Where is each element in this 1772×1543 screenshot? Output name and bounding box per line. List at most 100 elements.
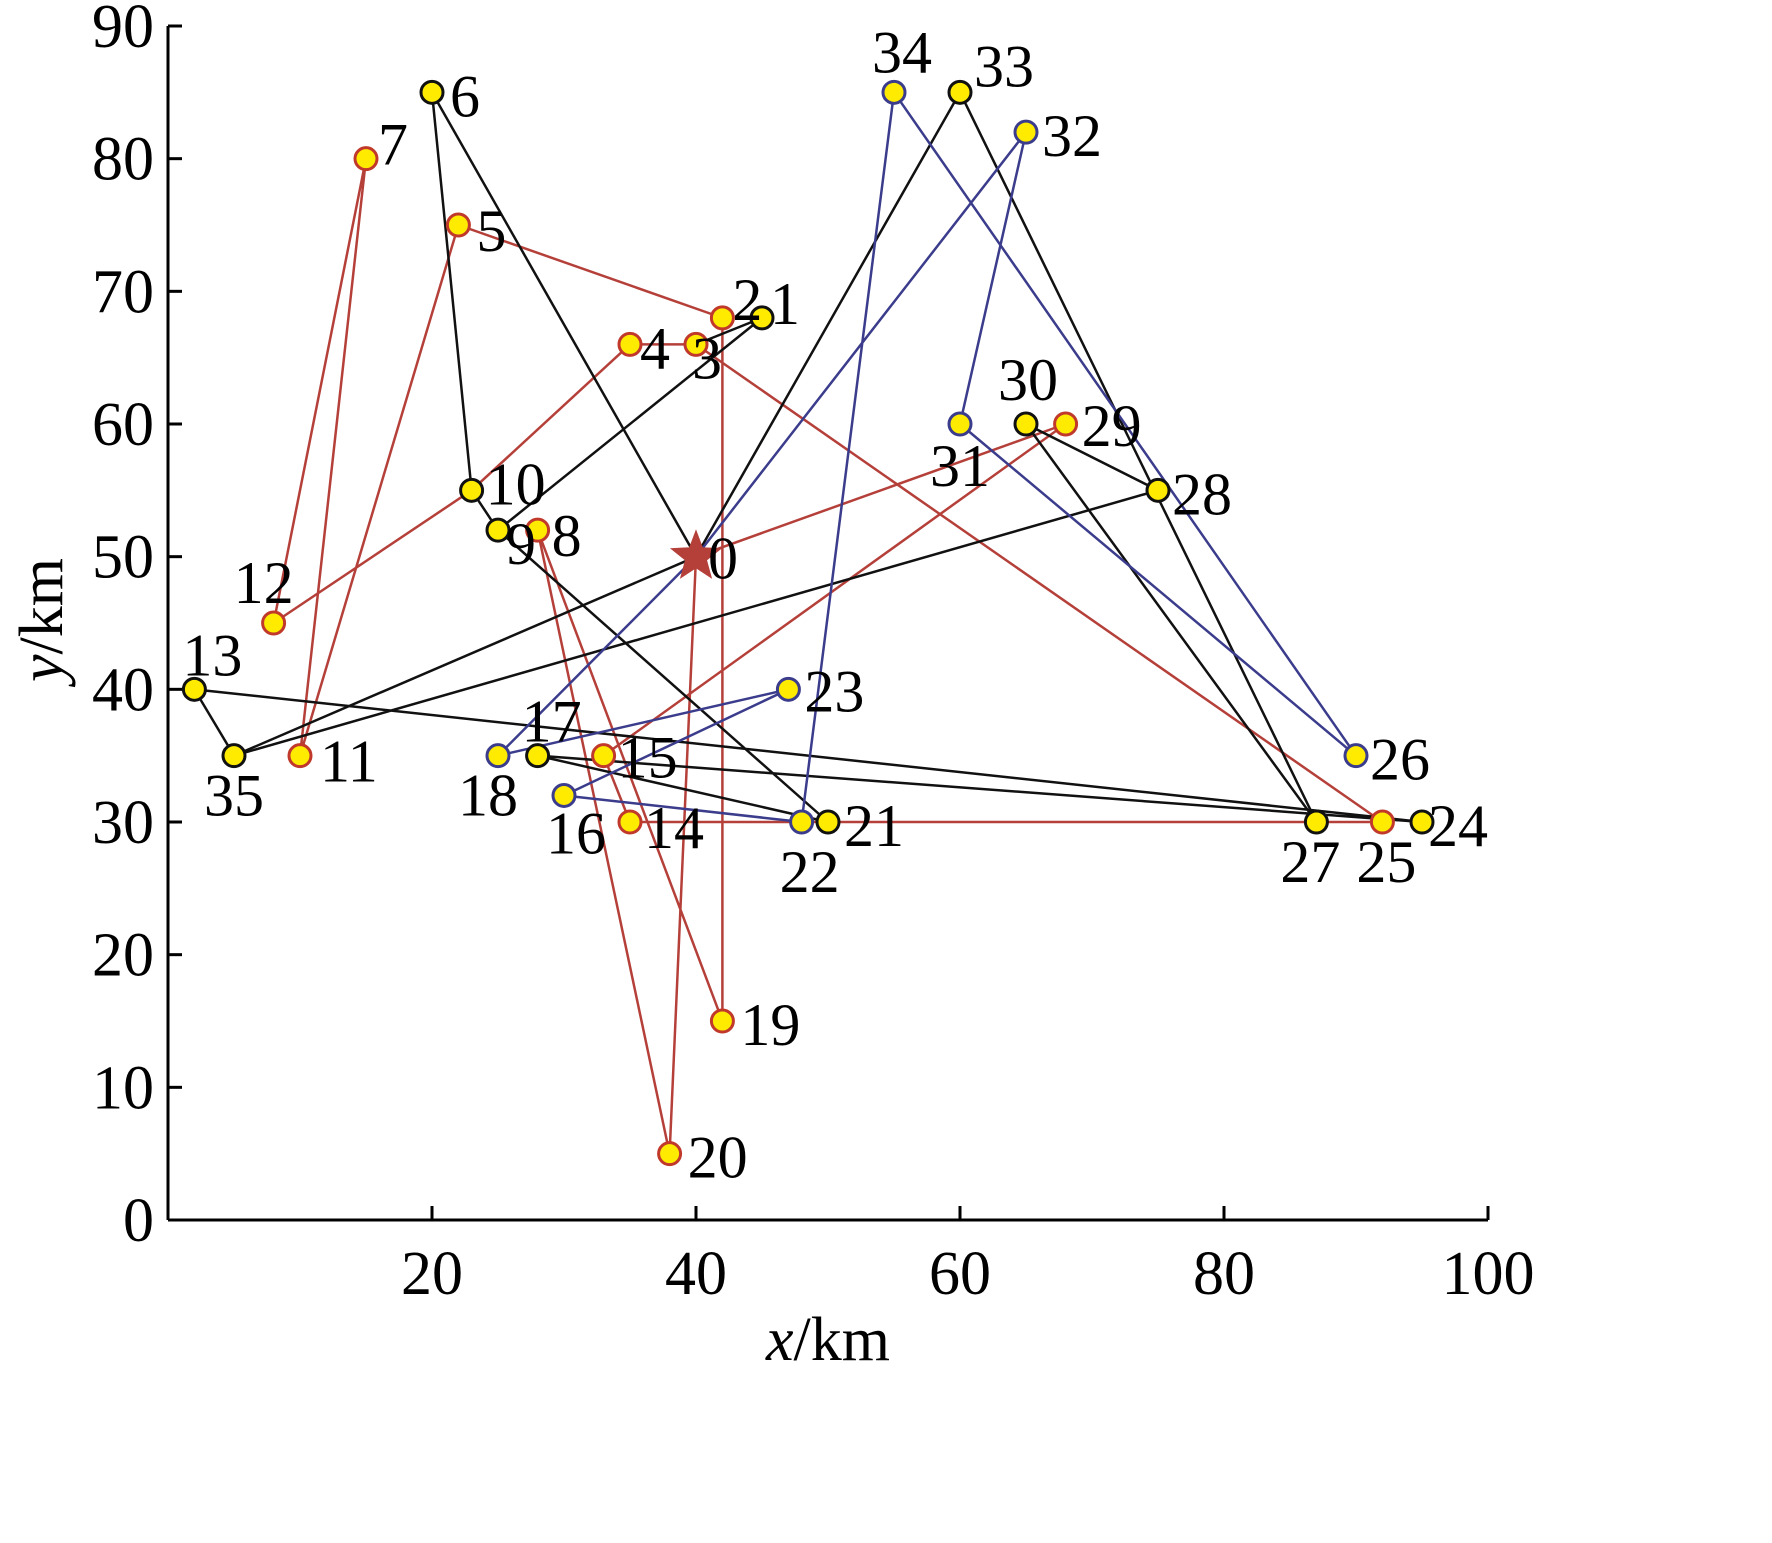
- y-tick-label: 30: [92, 789, 154, 857]
- node-label: 14: [644, 795, 704, 861]
- node-label: 7: [378, 112, 408, 178]
- node-label: 5: [476, 198, 506, 264]
- node-label: 9: [506, 511, 536, 577]
- node-marker: [287, 743, 313, 769]
- node-marker: [1013, 119, 1039, 145]
- node-marker: [1303, 809, 1329, 835]
- node-label: 15: [618, 725, 678, 791]
- node-label: 21: [844, 793, 904, 859]
- node-marker: [525, 743, 551, 769]
- x-tick-label: 80: [1193, 1240, 1255, 1308]
- node-label: 19: [740, 992, 800, 1058]
- node-label: 26: [1370, 727, 1430, 793]
- y-tick-label: 0: [123, 1187, 154, 1255]
- node-label: 25: [1356, 829, 1416, 895]
- node-marker: [617, 809, 643, 835]
- node-marker: [683, 331, 709, 357]
- node-label: 11: [320, 729, 378, 795]
- y-tick-label: 80: [92, 126, 154, 194]
- node-label: 16: [546, 800, 606, 866]
- y-tick-label: 40: [92, 656, 154, 724]
- route-red: [272, 157, 1384, 1155]
- x-axis-label: x/km: [765, 1306, 890, 1374]
- routes-layer: [193, 91, 1424, 1155]
- node-label: 20: [688, 1125, 748, 1191]
- y-tick-label: 20: [92, 922, 154, 990]
- y-tick-label: 70: [92, 258, 154, 326]
- node-label: 1: [770, 271, 800, 337]
- x-tick-label: 60: [929, 1240, 991, 1308]
- node-marker: [1369, 809, 1395, 835]
- node-label: 2: [732, 267, 762, 333]
- node-label: 6: [450, 63, 480, 129]
- node-marker: [657, 1141, 683, 1167]
- node-marker: [947, 79, 973, 105]
- node-label: 10: [486, 451, 546, 517]
- x-tick-label: 40: [665, 1240, 727, 1308]
- node-label: 23: [804, 658, 864, 724]
- node-label: 27: [1280, 829, 1340, 895]
- node-label: 30: [998, 347, 1058, 413]
- x-tick-label: 20: [401, 1240, 463, 1308]
- node-marker: [815, 809, 841, 835]
- depot-star-marker: [669, 529, 723, 579]
- node-label: 34: [872, 19, 932, 85]
- node-marker: [591, 743, 617, 769]
- node-label: 29: [1082, 393, 1142, 459]
- y-tick-label: 10: [92, 1054, 154, 1122]
- node-marker: [551, 782, 577, 808]
- node-marker: [221, 743, 247, 769]
- node-marker: [1409, 809, 1435, 835]
- node-marker: [1013, 411, 1039, 437]
- node-marker: [709, 1008, 735, 1034]
- node-marker: [419, 79, 445, 105]
- node-label: 3: [692, 325, 722, 391]
- node-label: 28: [1172, 461, 1232, 527]
- axes: [166, 26, 1488, 1222]
- x-tick-label: 100: [1442, 1240, 1535, 1308]
- node-marker: [1343, 743, 1369, 769]
- node-marker: [947, 411, 973, 437]
- x-axis-label-var: x: [765, 1306, 794, 1374]
- node-label: 24: [1428, 793, 1488, 859]
- node-marker: [749, 305, 775, 331]
- node-marker: [525, 517, 551, 543]
- node-marker: [459, 477, 485, 503]
- y-axis-label: y/km: [8, 558, 76, 688]
- node-marker: [789, 809, 815, 835]
- y-tick-label: 90: [92, 0, 154, 61]
- node-label: 17: [522, 689, 582, 755]
- node-label: 18: [458, 763, 518, 829]
- node-marker: [617, 331, 643, 357]
- node-marker: [485, 517, 511, 543]
- y-tick-label: 50: [92, 524, 154, 592]
- node-label: 31: [930, 433, 990, 499]
- route-blue: [496, 91, 1358, 824]
- node-label: 35: [204, 763, 264, 829]
- node-marker: [1145, 477, 1171, 503]
- node-label: 22: [780, 839, 840, 905]
- node-label: 33: [974, 33, 1034, 99]
- node-label: 8: [552, 503, 582, 569]
- y-axis-label-var: y: [8, 654, 76, 688]
- node-marker: [485, 743, 511, 769]
- y-tick-label: 60: [92, 391, 154, 459]
- node-marker: [775, 676, 801, 702]
- depot-label: 0: [708, 526, 738, 592]
- nodes-layer: 1234567891011121314151617181920212223242…: [181, 19, 1488, 1191]
- route-black: [233, 555, 697, 757]
- node-label: 13: [182, 622, 242, 688]
- node-label: 32: [1042, 103, 1102, 169]
- x-axis-label-unit: /km: [794, 1306, 890, 1374]
- node-marker: [261, 610, 287, 636]
- node-marker: [445, 212, 471, 238]
- node-label: 4: [640, 315, 670, 381]
- node-marker: [181, 676, 207, 702]
- node-marker: [709, 305, 735, 331]
- node-marker: [881, 79, 907, 105]
- node-marker: [353, 146, 379, 172]
- node-label: 12: [234, 550, 294, 616]
- node-marker: [1053, 411, 1079, 437]
